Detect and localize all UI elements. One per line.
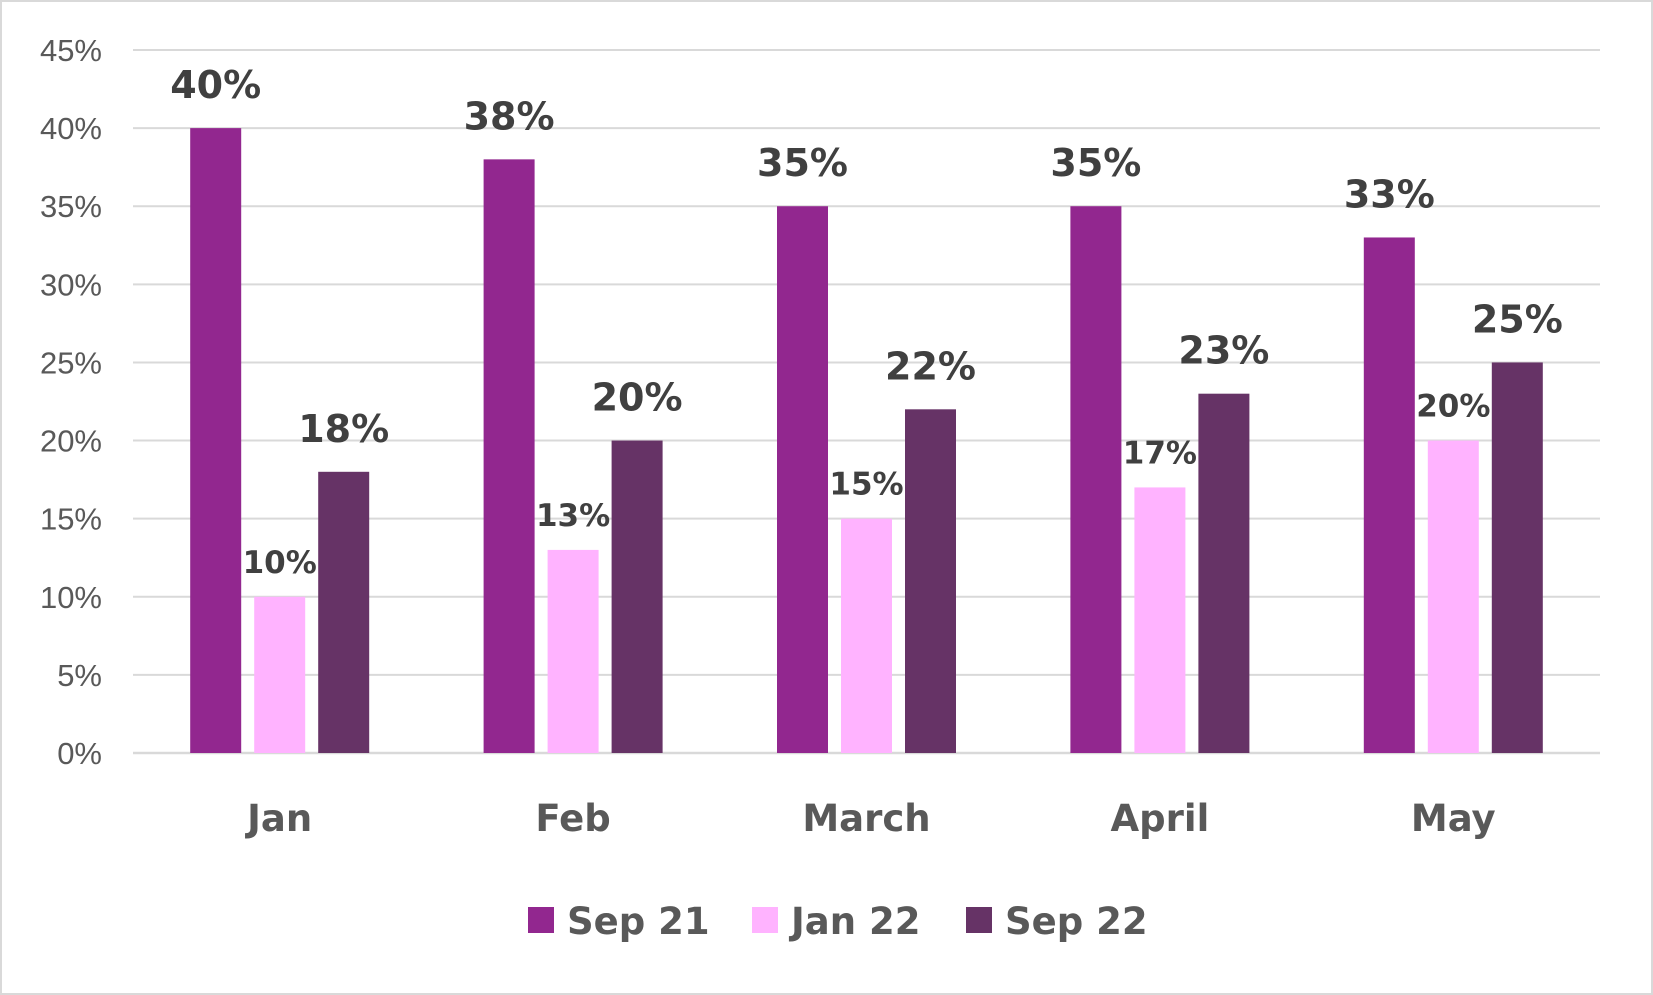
bar-sep-22-jan xyxy=(318,471,370,753)
bars xyxy=(190,128,1543,754)
data-label: 22% xyxy=(885,344,976,388)
y-tick-label: 15% xyxy=(40,502,102,537)
category-label: April xyxy=(1111,797,1210,840)
bar-jan-22-may xyxy=(1427,440,1479,753)
data-labels: 40% 10% 18% 38% 13% 20% 35% 15% 22% 35% 17% 23% 33% 2… xyxy=(170,63,1563,581)
bar-jan-22-april xyxy=(1134,487,1186,753)
data-label: 25% xyxy=(1472,297,1563,341)
y-tick-label: 35% xyxy=(40,189,102,224)
bar-sep-22-march xyxy=(905,409,956,753)
y-tick-label: 5% xyxy=(57,658,102,693)
y-tick-label: 30% xyxy=(40,267,102,302)
category-labels: Jan Feb March April May xyxy=(244,797,1496,840)
bar-sep-21-march xyxy=(777,206,828,753)
category-label: Jan xyxy=(244,797,312,840)
legend-item: Sep 22 xyxy=(966,900,1148,943)
gridlines xyxy=(133,49,1600,755)
y-tick-label: 20% xyxy=(40,424,102,459)
y-tick-label: 10% xyxy=(40,580,102,615)
bar-sep-22-feb xyxy=(611,440,663,753)
category-label: March xyxy=(802,797,930,840)
data-label: 33% xyxy=(1344,172,1435,216)
data-label: 35% xyxy=(1050,141,1141,185)
legend-swatch xyxy=(752,907,778,933)
data-label: 23% xyxy=(1178,329,1269,373)
data-label: 38% xyxy=(464,94,555,138)
legend-swatch xyxy=(528,907,554,933)
data-label: 15% xyxy=(829,467,903,503)
bar-sep-21-jan xyxy=(190,128,242,754)
bar-sep-21-may xyxy=(1363,237,1415,753)
legend-label: Sep 21 xyxy=(567,900,710,943)
y-tick-label: 40% xyxy=(40,111,102,146)
bar-jan-22-march xyxy=(841,518,892,753)
y-tick-label: 25% xyxy=(40,345,102,380)
data-label: 20% xyxy=(592,376,683,420)
bar-sep-22-april xyxy=(1198,393,1250,753)
legend-swatch xyxy=(966,907,992,933)
bar-jan-22-jan xyxy=(254,596,306,753)
category-label: May xyxy=(1411,797,1496,840)
legend: Sep 21 Jan 22 Sep 22 xyxy=(528,900,1148,943)
data-label: 17% xyxy=(1123,435,1197,471)
bar-sep-21-april xyxy=(1070,206,1122,753)
y-tick-label: 0% xyxy=(57,736,102,771)
y-axis-ticks: 0% 5% 10% 15% 20% 25% 30% 35% 40% 45% xyxy=(40,33,102,771)
legend-label: Sep 22 xyxy=(1005,900,1148,943)
category-label: Feb xyxy=(535,797,610,840)
data-label: 18% xyxy=(298,407,389,451)
data-label: 40% xyxy=(170,63,261,107)
legend-label: Jan 22 xyxy=(788,900,920,943)
y-tick-label: 45% xyxy=(40,33,102,68)
data-label: 13% xyxy=(536,498,610,534)
legend-item: Jan 22 xyxy=(752,900,920,943)
legend-item: Sep 21 xyxy=(528,900,710,943)
data-label: 10% xyxy=(243,545,317,581)
data-label: 20% xyxy=(1416,389,1490,425)
bar-jan-22-feb xyxy=(547,549,599,753)
data-label: 35% xyxy=(757,141,848,185)
bar-sep-22-may xyxy=(1491,362,1543,753)
bar-sep-21-feb xyxy=(483,159,535,753)
